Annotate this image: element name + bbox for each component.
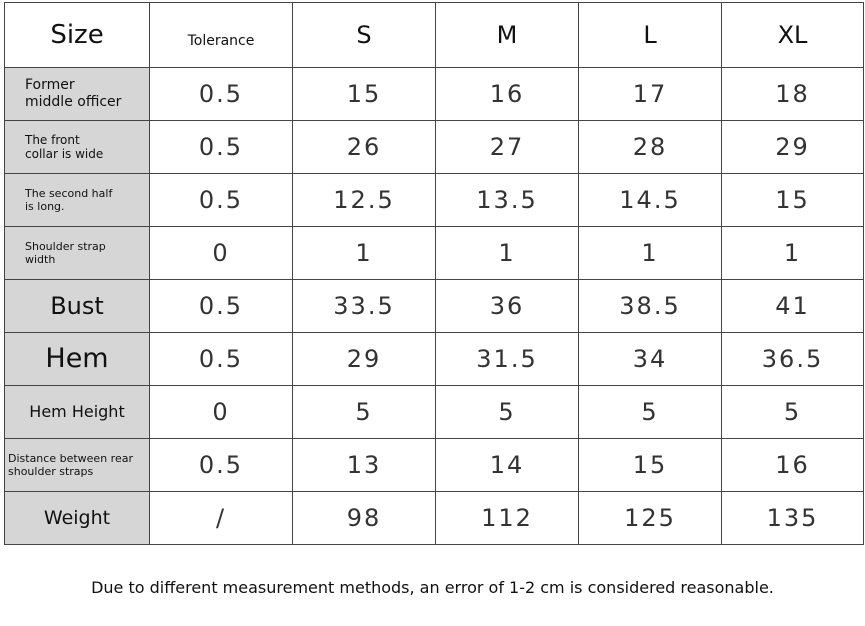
row-label: Bust <box>4 279 150 333</box>
cell: 1 <box>578 226 722 280</box>
cell: 0 <box>149 226 293 280</box>
header-cell: Size <box>4 2 150 68</box>
header-cell: Tolerance <box>149 2 293 68</box>
cell: 26 <box>292 120 436 174</box>
row-label: Hem <box>4 332 150 386</box>
header-cell: M <box>435 2 579 68</box>
cell: 33.5 <box>292 279 436 333</box>
header-cell: L <box>578 2 722 68</box>
cell: 0.5 <box>149 279 293 333</box>
table-row: Bust 0.5 33.5 36 38.5 41 <box>4 279 864 333</box>
cell: 14.5 <box>578 173 722 227</box>
cell: 0.5 <box>149 332 293 386</box>
cell: 17 <box>578 67 722 121</box>
cell: 16 <box>721 438 864 492</box>
cell: 0.5 <box>149 67 293 121</box>
cell: 1 <box>721 226 864 280</box>
table-row: Hem 0.5 29 31.5 34 36.5 <box>4 332 864 386</box>
note: Due to different measurement methods, an… <box>91 578 774 597</box>
cell: 13 <box>292 438 436 492</box>
table-row: Former middle officer 0.5 15 16 17 18 <box>4 67 864 121</box>
cell: 0.5 <box>149 438 293 492</box>
cell: 13.5 <box>435 173 579 227</box>
row-label: The second half is long. <box>4 173 150 227</box>
cell: 98 <box>292 491 436 545</box>
cell: 29 <box>292 332 436 386</box>
header-row: Size Tolerance S M L XL <box>4 2 864 68</box>
cell: 36 <box>435 279 579 333</box>
cell: 29 <box>721 120 864 174</box>
cell: 15 <box>721 173 864 227</box>
cell: 34 <box>578 332 722 386</box>
cell: / <box>149 491 293 545</box>
cell: 0 <box>149 385 293 439</box>
table-row: Hem Height 0 5 5 5 5 <box>4 385 864 439</box>
row-label: Former middle officer <box>4 67 150 121</box>
cell: 12.5 <box>292 173 436 227</box>
cell: 112 <box>435 491 579 545</box>
cell: 38.5 <box>578 279 722 333</box>
cell: 5 <box>435 385 579 439</box>
cell: 0.5 <box>149 120 293 174</box>
cell: 5 <box>292 385 436 439</box>
table-row: The front collar is wide 0.5 26 27 28 29 <box>4 120 864 174</box>
table-row: Distance between rear shoulder straps 0.5… <box>4 438 864 492</box>
cell: 28 <box>578 120 722 174</box>
row-label: Shoulder strap width <box>4 226 150 280</box>
row-label: The front collar is wide <box>4 120 150 174</box>
row-label: Distance between rear shoulder straps <box>4 438 150 492</box>
cell: 16 <box>435 67 579 121</box>
table-row: Weight/98 112 125 135 <box>4 491 864 545</box>
cell: 5 <box>721 385 864 439</box>
cell: 1 <box>435 226 579 280</box>
cell: 31.5 <box>435 332 579 386</box>
cell: 41 <box>721 279 864 333</box>
table-row: Shoulder strap width 0 1 1 1 1 <box>4 226 864 280</box>
table-row: The second half is long. 0.5 12.5 13.5 14.5 1… <box>4 173 864 227</box>
header-cell: S <box>292 2 436 68</box>
cell: 14 <box>435 438 579 492</box>
cell: 135 <box>721 491 864 545</box>
cell: 5 <box>578 385 722 439</box>
cell: 15 <box>578 438 722 492</box>
size-table: Size Tolerance S M L XL Former middle officer 0… <box>4 2 864 545</box>
row-label: Hem Height <box>4 385 150 439</box>
cell: 0.5 <box>149 173 293 227</box>
cell: 15 <box>292 67 436 121</box>
cell: 27 <box>435 120 579 174</box>
cell: 125 <box>578 491 722 545</box>
cell: 36.5 <box>721 332 864 386</box>
cell: 1 <box>292 226 436 280</box>
cell: 18 <box>721 67 864 121</box>
header-cell: XL <box>721 2 864 68</box>
row-label: Weight <box>4 491 150 545</box>
